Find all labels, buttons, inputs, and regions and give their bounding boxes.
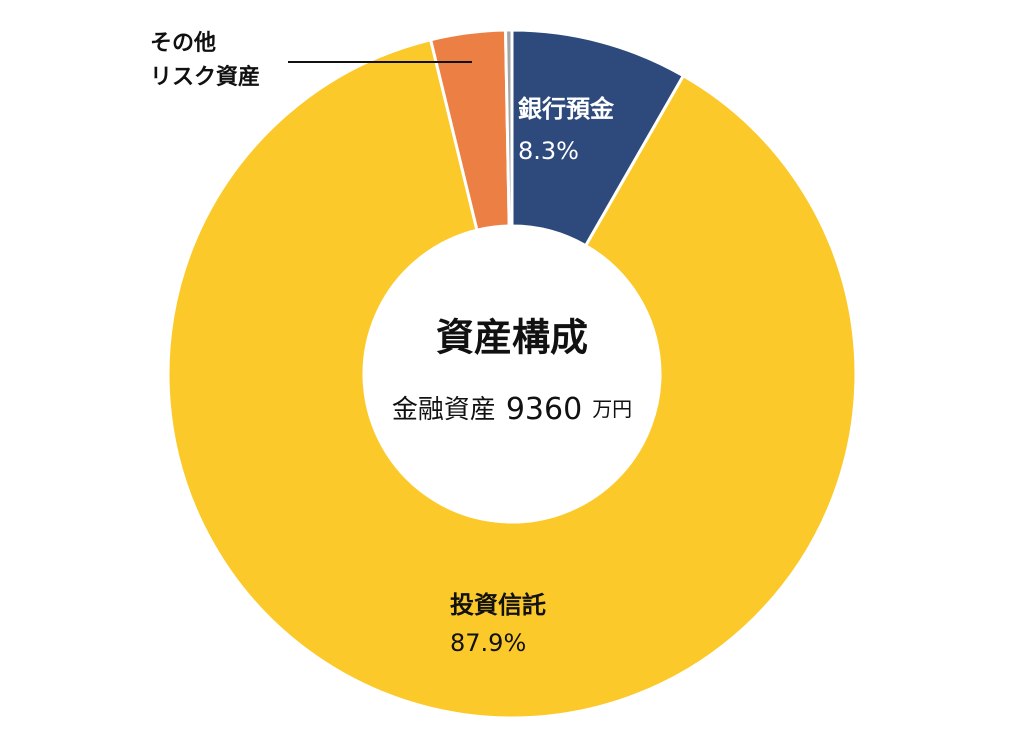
slice — [503, 28, 514, 228]
total-value: 9360 — [506, 392, 582, 427]
value-label: 87.9% — [450, 629, 526, 657]
total-label: 金融資産 — [392, 395, 496, 425]
chart-title: 資産構成 — [436, 316, 588, 360]
slice — [166, 37, 858, 720]
category-label: 銀行預金 — [518, 95, 615, 123]
category-label: 投資信託 — [450, 591, 546, 619]
category-label: その他リスク資産 — [150, 31, 260, 90]
total-unit: 万円 — [592, 397, 632, 421]
total: 金融資産 9360 万円 — [392, 392, 632, 427]
value-label: 8.3% — [518, 137, 579, 165]
